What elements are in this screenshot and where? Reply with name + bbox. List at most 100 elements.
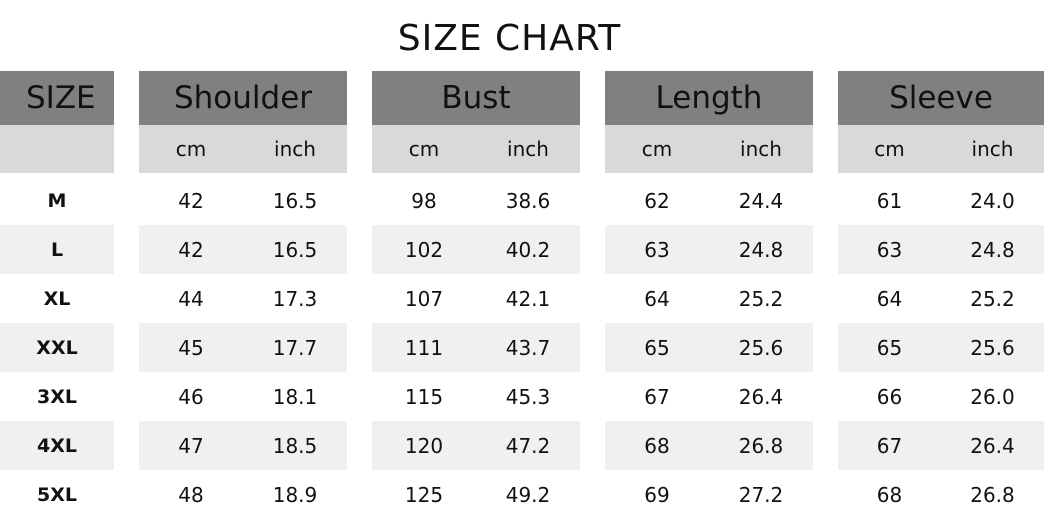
inch-label: inch <box>507 137 549 161</box>
shoulder-cm-value: 46 <box>178 384 204 409</box>
chart-title: SIZE CHART <box>397 18 622 59</box>
shoulder-column-group: Shoulder cm inch 42 16.5 42 16.5 44 17.3 45 17.7 46… <box>139 71 347 517</box>
bust-cm-value: 107 <box>404 286 444 311</box>
bust-inch-value: 45.3 <box>505 384 551 409</box>
cm-label: cm <box>641 137 673 161</box>
shoulder-row: 45 17.7 <box>139 323 347 372</box>
bust-header: Bust <box>372 71 580 125</box>
length-inch-value: 25.6 <box>738 335 784 360</box>
bust-row: 120 47.2 <box>372 421 580 470</box>
inch-label: inch <box>971 137 1014 161</box>
length-cm-value: 65 <box>644 335 670 360</box>
sleeve-inch-value: 26.4 <box>970 433 1015 458</box>
length-cm-value: 62 <box>644 188 670 213</box>
cm-label: cm <box>874 137 905 161</box>
bust-cm-value: 111 <box>404 335 444 360</box>
bust-row: 111 43.7 <box>372 323 580 372</box>
sleeve-row: 63 24.8 <box>838 225 1044 274</box>
size-label: M <box>47 189 67 212</box>
length-inch-value: 24.4 <box>738 188 784 213</box>
size-column: SIZE M L XL XXL 3XL 4XL 5XL <box>0 71 114 517</box>
size-row: 5XL <box>0 470 114 517</box>
length-row: 65 25.6 <box>605 323 813 372</box>
size-label: L <box>50 238 64 261</box>
inch-label: inch <box>274 137 316 161</box>
shoulder-inch-value: 16.5 <box>272 237 318 262</box>
shoulder-inch-value: 16.5 <box>272 188 318 213</box>
bust-inch-value: 47.2 <box>505 433 551 458</box>
sleeve-inch-value: 25.2 <box>970 286 1015 311</box>
bust-row: 107 42.1 <box>372 274 580 323</box>
bust-cm-value: 120 <box>404 433 444 458</box>
length-header: Length <box>605 71 813 125</box>
bust-row: 102 40.2 <box>372 225 580 274</box>
bust-column-group: Bust cm inch 98 38.6 102 40.2 107 42.1 111 43.7 115… <box>372 71 580 517</box>
bust-cm-value: 98 <box>411 188 437 213</box>
length-cm-value: 64 <box>644 286 670 311</box>
length-inch-value: 27.2 <box>738 482 784 507</box>
sleeve-row: 64 25.2 <box>838 274 1044 323</box>
sleeve-cm-value: 61 <box>876 188 903 213</box>
length-inch-value: 26.8 <box>738 433 784 458</box>
size-subheader <box>0 125 114 173</box>
size-label: 4XL <box>37 434 77 457</box>
shoulder-cm-value: 42 <box>178 237 204 262</box>
shoulder-row: 47 18.5 <box>139 421 347 470</box>
shoulder-inch-value: 18.9 <box>272 482 318 507</box>
sleeve-cm-value: 65 <box>876 335 903 360</box>
size-rows: M L XL XXL 3XL 4XL 5XL <box>0 176 114 517</box>
shoulder-inch-value: 18.1 <box>272 384 318 409</box>
sleeve-column-group: Sleeve cm inch 61 24.0 63 24.8 64 25.2 65 25.6 66 26… <box>838 71 1044 517</box>
length-cm-value: 68 <box>644 433 670 458</box>
length-subheader: cm inch <box>605 125 813 173</box>
sleeve-inch-value: 24.8 <box>970 237 1015 262</box>
sleeve-row: 67 26.4 <box>838 421 1044 470</box>
size-row: 3XL <box>0 372 114 421</box>
bust-inch-value: 38.6 <box>505 188 551 213</box>
sleeve-cm-value: 63 <box>876 237 903 262</box>
length-cm-value: 63 <box>644 237 670 262</box>
size-row: XXL <box>0 323 114 372</box>
length-column-group: Length cm inch 62 24.4 63 24.8 64 25.2 65 25.6 67 26… <box>605 71 813 517</box>
shoulder-cm-value: 48 <box>178 482 204 507</box>
shoulder-row: 48 18.9 <box>139 470 347 517</box>
shoulder-row: 42 16.5 <box>139 225 347 274</box>
shoulder-subheader: cm inch <box>139 125 347 173</box>
cm-label: cm <box>408 137 440 161</box>
shoulder-header: Shoulder <box>139 71 347 125</box>
length-row: 64 25.2 <box>605 274 813 323</box>
bust-cm-value: 102 <box>404 237 444 262</box>
sleeve-cm-value: 64 <box>876 286 903 311</box>
bust-row: 115 45.3 <box>372 372 580 421</box>
shoulder-row: 46 18.1 <box>139 372 347 421</box>
bust-inch-value: 43.7 <box>505 335 551 360</box>
length-inch-value: 24.8 <box>738 237 784 262</box>
size-header: SIZE <box>0 71 114 125</box>
length-row: 63 24.8 <box>605 225 813 274</box>
shoulder-row: 44 17.3 <box>139 274 347 323</box>
shoulder-inch-value: 17.7 <box>272 335 318 360</box>
bust-inch-value: 49.2 <box>505 482 551 507</box>
inch-label: inch <box>740 137 782 161</box>
length-inch-value: 26.4 <box>738 384 784 409</box>
size-label: 3XL <box>37 385 77 408</box>
sleeve-row: 65 25.6 <box>838 323 1044 372</box>
shoulder-cm-value: 47 <box>178 433 204 458</box>
length-cm-value: 67 <box>644 384 670 409</box>
shoulder-cm-value: 42 <box>178 188 204 213</box>
sleeve-subheader: cm inch <box>838 125 1044 173</box>
bust-row: 98 38.6 <box>372 176 580 225</box>
length-row: 67 26.4 <box>605 372 813 421</box>
bust-inch-value: 40.2 <box>505 237 551 262</box>
sleeve-inch-value: 25.6 <box>970 335 1015 360</box>
bust-cm-value: 125 <box>404 482 444 507</box>
length-inch-value: 25.2 <box>738 286 784 311</box>
size-label: XXL <box>36 336 78 359</box>
sleeve-cm-value: 66 <box>876 384 903 409</box>
bust-inch-value: 42.1 <box>505 286 551 311</box>
size-row: L <box>0 225 114 274</box>
sleeve-inch-value: 26.8 <box>970 482 1015 507</box>
sleeve-inch-value: 24.0 <box>970 188 1015 213</box>
bust-subheader: cm inch <box>372 125 580 173</box>
